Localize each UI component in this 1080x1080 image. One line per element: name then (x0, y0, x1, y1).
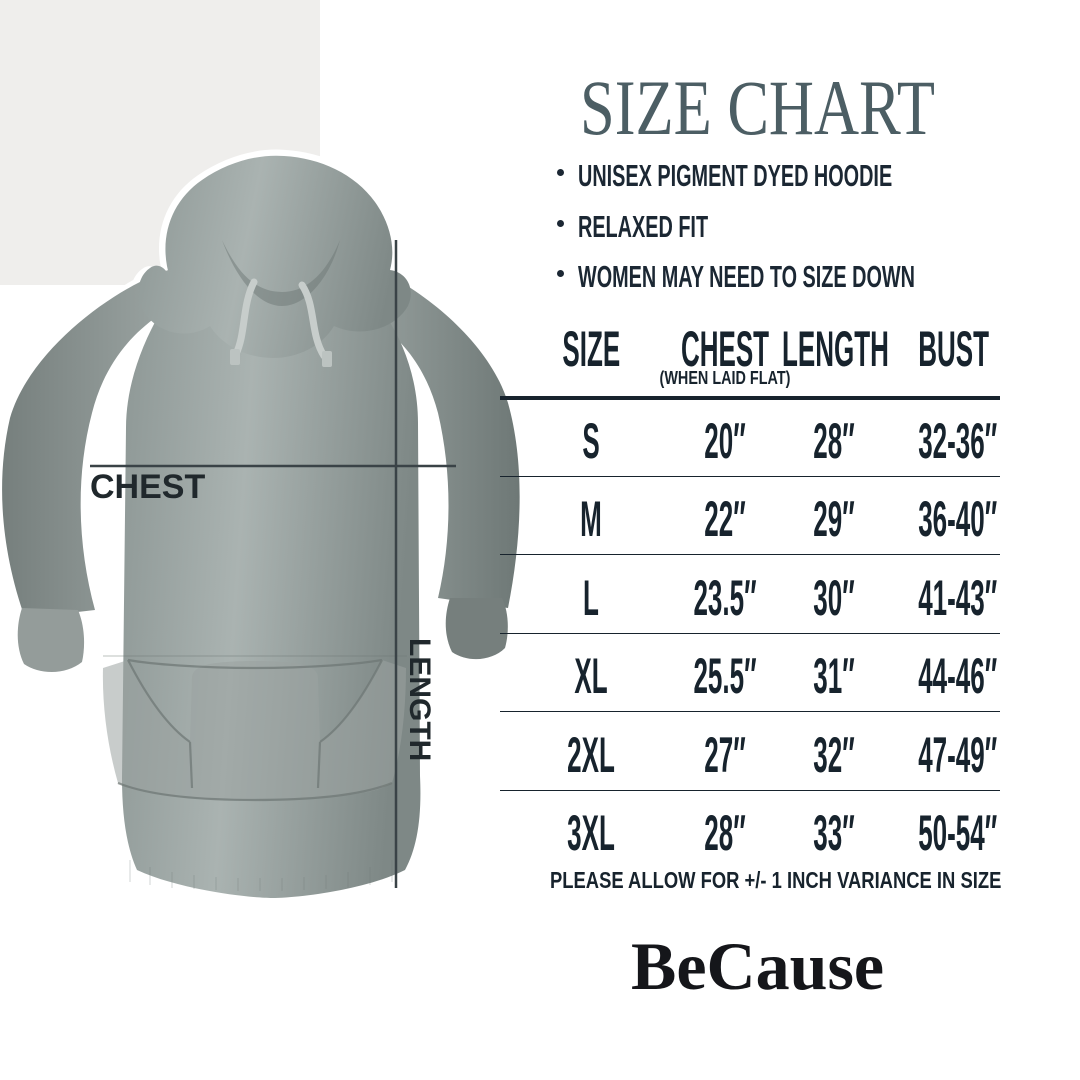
svg-text:CHEST: CHEST (90, 468, 205, 506)
svg-text:LENGTH: LENGTH (403, 638, 436, 761)
